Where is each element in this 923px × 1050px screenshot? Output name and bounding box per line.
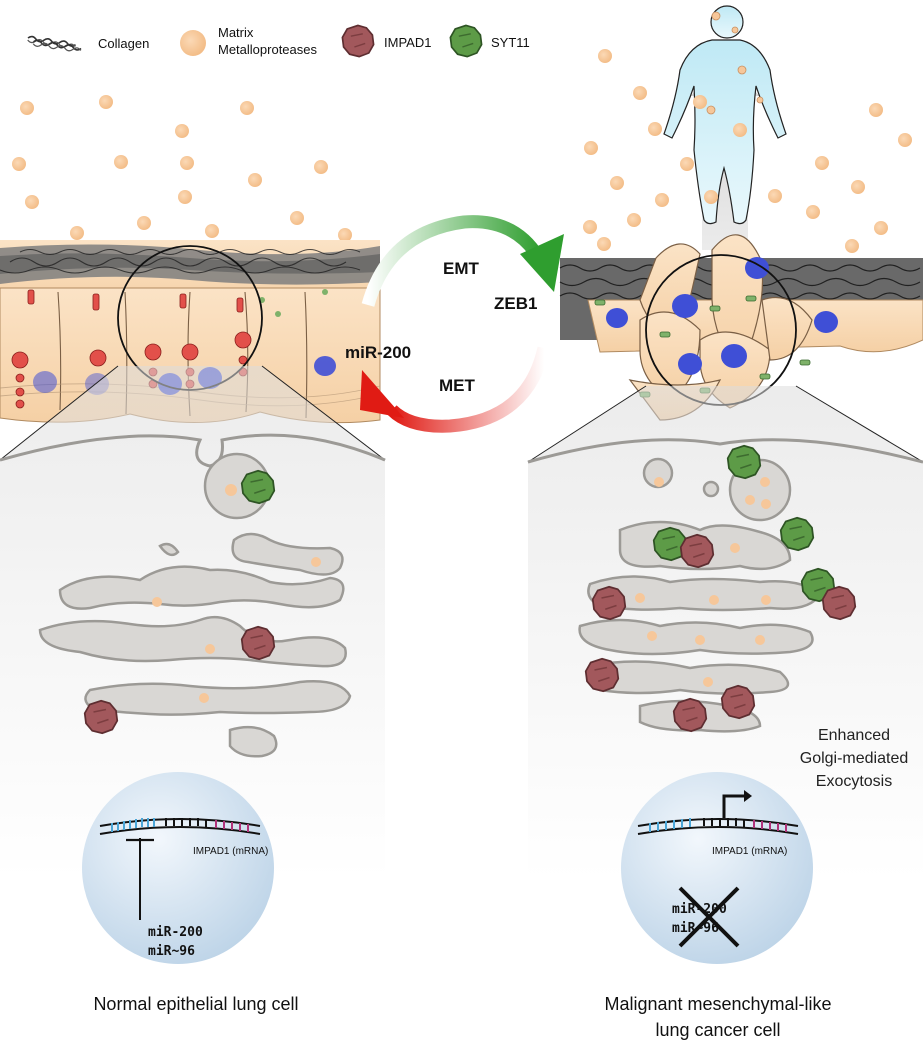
left-mrna-label: IMPAD1 (mRNA)	[193, 846, 268, 857]
emt-met-cycle: EMT ZEB1 miR-200 MET	[345, 215, 564, 433]
legend-collagen-label: Collagen	[98, 36, 149, 51]
legend-mmp-label-line1: Matrix	[218, 25, 254, 40]
right-impad1-4	[584, 657, 620, 693]
right-syt11-3	[779, 516, 815, 552]
left-impad1-2	[83, 699, 119, 735]
right-caption-line2: lung cancer cell	[655, 1020, 780, 1040]
impad1-icon	[341, 24, 375, 58]
right-impad1-6	[672, 697, 708, 733]
right-mrna	[637, 790, 799, 835]
collagen-icon	[26, 35, 83, 54]
legend-syt11-label: SYT11	[491, 35, 530, 50]
right-mesenchymal-tissue	[559, 234, 923, 421]
right-impad1-1	[679, 533, 715, 569]
note-line2: Golgi-mediated	[800, 750, 909, 767]
left-impad1-1	[240, 625, 276, 661]
met-label: MET	[439, 376, 476, 395]
right-mirna-cross	[678, 886, 740, 948]
right-impad1-3	[821, 585, 857, 621]
metastasis-figure	[663, 5, 787, 250]
emt-label: EMT	[443, 259, 480, 278]
legend: Collagen Matrix Metalloproteases IMPAD1 …	[26, 24, 530, 58]
met-arrowhead	[360, 370, 404, 418]
zeb1-label: ZEB1	[494, 294, 537, 313]
right-mrna-label: IMPAD1 (mRNA)	[712, 846, 787, 857]
mir200-label: miR-200	[345, 343, 411, 362]
left-caption: Normal epithelial lung cell	[93, 994, 298, 1014]
emt-arrowhead	[520, 234, 564, 292]
syt11-icon	[449, 24, 483, 58]
right-impad1-2	[591, 585, 627, 621]
left-syt11-vesicle	[240, 469, 276, 505]
legend-impad1-label: IMPAD1	[384, 35, 431, 50]
right-syt11-1	[726, 444, 762, 480]
legend-mmp-label-line2: Metalloproteases	[218, 42, 317, 57]
right-caption-line1: Malignant mesenchymal-like	[604, 994, 831, 1014]
right-impad1-5	[720, 684, 756, 720]
left-secreted-mmps	[12, 95, 352, 242]
left-zoom-panel: IMPAD1 (mRNA) miR-200 miR~96 Normal epit…	[0, 365, 386, 1014]
mmp-icon	[180, 30, 206, 56]
right-nucleus	[621, 772, 813, 964]
left-mir200-label: miR-200	[148, 925, 203, 940]
left-mrna	[99, 818, 261, 920]
note-line1: Enhanced	[818, 727, 890, 744]
left-mir96-label: miR~96	[148, 944, 195, 959]
right-zoom-panel: Enhanced Golgi-mediated Exocytosis IMPAD…	[527, 385, 923, 1040]
note-line3: Exocytosis	[816, 773, 892, 790]
right-secreted-mmps	[583, 49, 912, 253]
